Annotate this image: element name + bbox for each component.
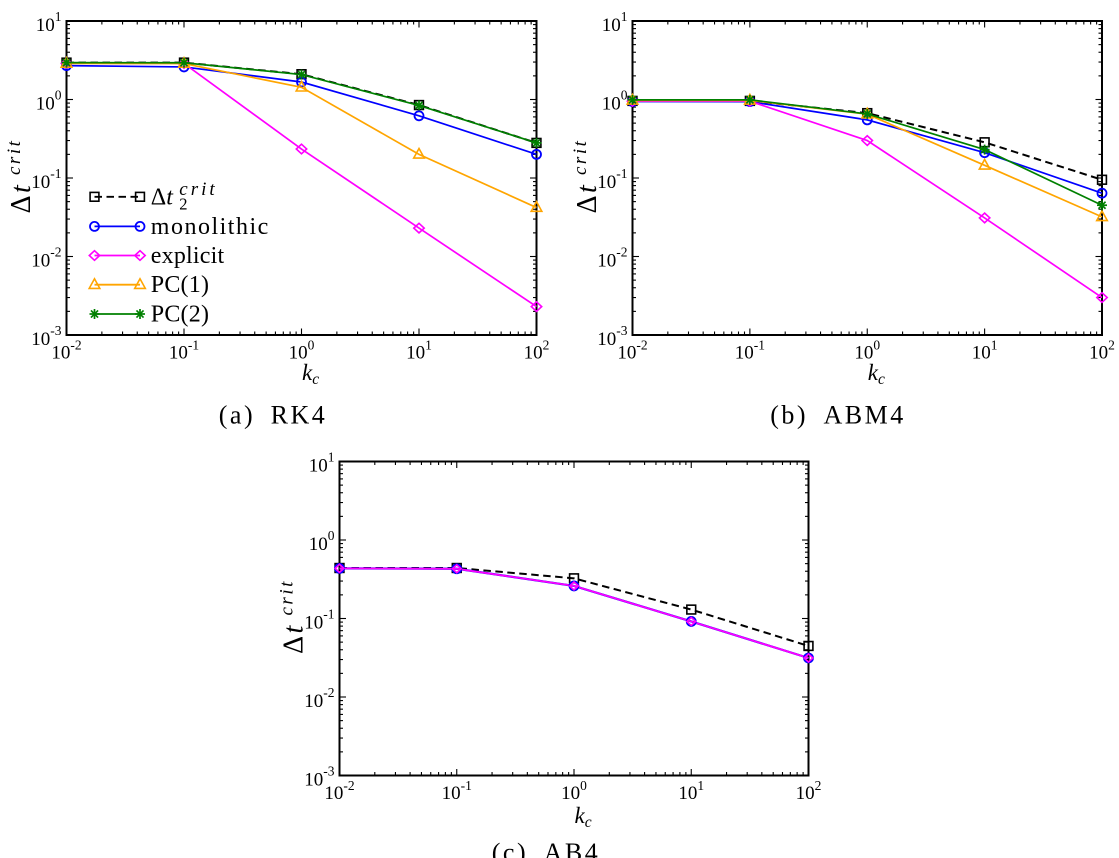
svg-text:PC(2): PC(2)	[151, 302, 209, 328]
svg-text:PC(1): PC(1)	[151, 272, 209, 298]
svg-text:2: 2	[179, 194, 187, 213]
svg-text:crit: crit	[4, 139, 25, 175]
svg-text:(c) AB4: (c) AB4	[492, 838, 600, 858]
svg-text:10-2: 10-2	[617, 338, 647, 364]
svg-text:(b) ABM4: (b) ABM4	[770, 401, 906, 430]
svg-text:Δt: Δt	[151, 184, 174, 210]
svg-text:Δt: Δt	[6, 183, 37, 214]
svg-text:explicit: explicit	[151, 243, 225, 269]
svg-text:crit: crit	[179, 179, 217, 200]
svg-text:10-1: 10-1	[169, 338, 199, 364]
svg-text:crit: crit	[277, 579, 298, 615]
svg-text:(a) RK4: (a) RK4	[219, 401, 327, 430]
svg-text:Δt: Δt	[279, 623, 310, 654]
svg-text:monolithic: monolithic	[151, 214, 270, 240]
svg-text:Δt: Δt	[572, 183, 603, 214]
svg-text:crit: crit	[570, 139, 591, 175]
